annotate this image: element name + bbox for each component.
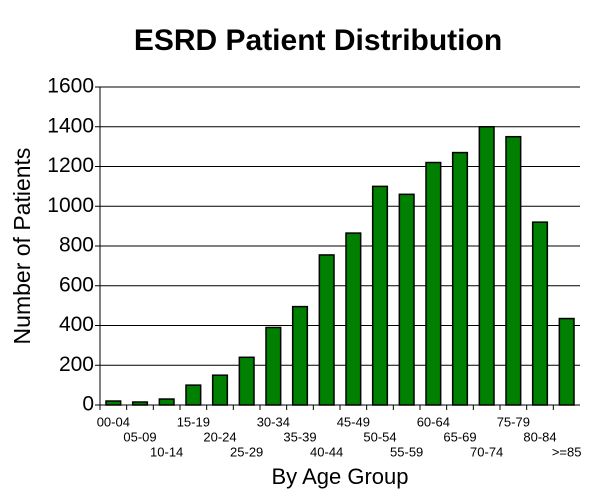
y-tick-label: 800	[59, 234, 94, 257]
bar	[211, 374, 229, 406]
x-tick-label: 70-74	[470, 444, 503, 459]
bar	[158, 398, 175, 406]
bar	[291, 305, 309, 406]
y-tick-label: 200	[59, 353, 94, 376]
x-tick-label: 55-59	[390, 444, 423, 459]
x-tick-label: 00-04	[97, 414, 130, 429]
bar	[345, 232, 362, 406]
bar	[478, 126, 495, 406]
y-tick-label: 1600	[47, 75, 94, 98]
x-tick-label: 05-09	[123, 429, 156, 444]
bar	[105, 400, 122, 406]
bar	[398, 193, 415, 406]
bar	[558, 317, 575, 406]
x-tick-label: 40-44	[310, 444, 343, 459]
x-tick-label: 25-29	[230, 444, 263, 459]
y-tick-label: 1400	[47, 114, 94, 137]
x-tick-label: 15-19	[177, 414, 210, 429]
bar	[131, 401, 149, 406]
chart-title: ESRD Patient Distribution	[134, 24, 502, 57]
bar	[318, 254, 335, 406]
x-tick-label: 60-64	[417, 414, 450, 429]
x-axis-label: By Age Group	[272, 464, 409, 489]
x-tick-label: >=85	[552, 444, 582, 459]
x-tick-label: 20-24	[203, 429, 236, 444]
y-tick-label: 1000	[47, 194, 94, 217]
y-tick-label: 400	[59, 313, 94, 336]
bar	[531, 221, 549, 406]
bar	[505, 135, 522, 406]
x-tick-label: 75-79	[497, 414, 530, 429]
bar	[451, 151, 469, 406]
x-tick-label: 65-69	[443, 429, 476, 444]
x-tick-label: 45-49	[337, 414, 370, 429]
y-axis-label: Number of Patients	[9, 148, 35, 345]
x-tick-label: 30-34	[257, 414, 290, 429]
y-tick-label: 1200	[47, 154, 94, 177]
x-tick-label: 80-84	[523, 429, 556, 444]
bar	[238, 356, 255, 406]
y-tick-label: 0	[82, 393, 94, 416]
x-tick-label: 35-39	[283, 429, 316, 444]
x-tick-label: 10-14	[150, 444, 183, 459]
bar	[265, 326, 282, 406]
x-tick-label: 50-54	[363, 429, 396, 444]
y-tick-label: 600	[59, 273, 94, 296]
bar	[425, 161, 442, 406]
bar	[185, 384, 202, 406]
bar	[371, 185, 389, 406]
